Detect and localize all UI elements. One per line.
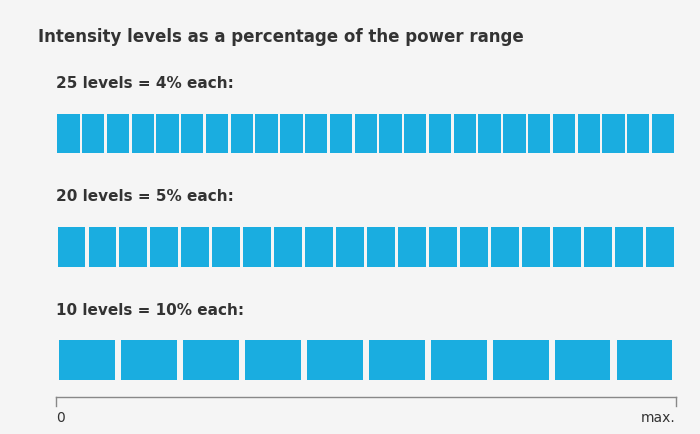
Bar [330,115,352,154]
Bar [554,341,610,380]
Bar [57,115,80,154]
Bar [57,228,85,267]
Bar [553,115,575,154]
Bar [206,115,228,154]
Bar [368,228,395,267]
Bar [307,341,363,380]
Bar [82,115,104,154]
Bar [522,228,550,267]
Bar [150,228,178,267]
Bar [156,115,178,154]
Text: 0: 0 [56,410,64,424]
Bar [274,228,302,267]
Bar [256,115,278,154]
Bar [479,115,500,154]
Bar [212,228,240,267]
Bar [107,115,129,154]
Bar [305,115,328,154]
Bar [280,115,302,154]
Bar [503,115,526,154]
Bar [528,115,550,154]
Bar [617,341,673,380]
Bar [379,115,402,154]
Bar [245,341,301,380]
Bar [120,228,148,267]
Text: Intensity levels as a percentage of the power range: Intensity levels as a percentage of the … [38,28,524,46]
Bar [429,228,457,267]
Bar [430,341,486,380]
Bar [584,228,612,267]
Bar [244,228,272,267]
Bar [305,228,333,267]
Bar [615,228,643,267]
Bar [553,228,581,267]
Bar [132,115,154,154]
Bar [652,115,674,154]
Bar [181,115,204,154]
Bar [460,228,488,267]
Bar [336,228,364,267]
Bar [404,115,426,154]
Bar [603,115,624,154]
Text: 10 levels = 10% each:: 10 levels = 10% each: [56,302,244,317]
Bar [578,115,600,154]
Bar [88,228,116,267]
Bar [493,341,549,380]
Bar [398,228,426,267]
Bar [454,115,476,154]
Bar [429,115,452,154]
Bar [355,115,377,154]
Bar [59,341,115,380]
Bar [181,228,209,267]
Bar [183,341,239,380]
Text: 20 levels = 5% each:: 20 levels = 5% each: [56,189,234,204]
Bar [646,228,674,267]
Bar [231,115,253,154]
Text: 25 levels = 4% each:: 25 levels = 4% each: [56,76,234,91]
Bar [491,228,519,267]
Bar [121,341,177,380]
Text: max.: max. [640,410,676,424]
Bar [627,115,650,154]
Bar [369,341,425,380]
